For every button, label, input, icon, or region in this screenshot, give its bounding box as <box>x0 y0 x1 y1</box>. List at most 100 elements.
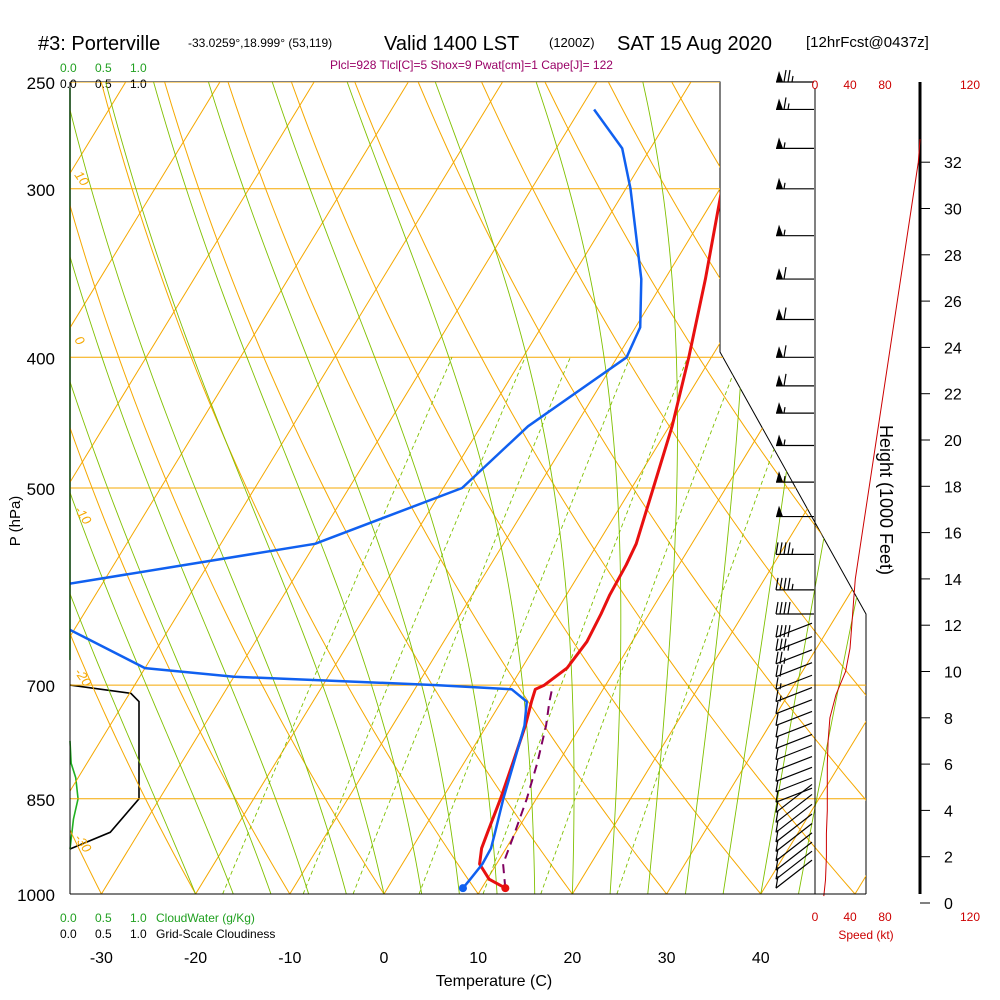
dry-adiabat-line <box>219 82 690 894</box>
wind-barb <box>775 542 814 555</box>
isotherm-line <box>477 82 866 894</box>
wind-speed-line <box>823 139 921 897</box>
wind-barb <box>776 97 814 111</box>
wind-barb-half <box>783 476 786 483</box>
wind-barb-shaft <box>775 813 813 843</box>
wind-barb-flag <box>787 542 791 555</box>
wind-barb-pennant <box>776 98 783 110</box>
wind-barb <box>775 662 813 678</box>
wind-barb <box>776 434 814 447</box>
wind-barb-flag <box>783 638 787 651</box>
wind-barb <box>775 823 813 852</box>
wind-barb-flag <box>779 664 783 677</box>
forecast-date: SAT 15 Aug 2020 <box>617 33 772 55</box>
y-tick-label: 500 <box>27 480 55 499</box>
cloudiness-scale-1-top: 1.0 <box>130 77 147 91</box>
wind-barb <box>775 756 813 772</box>
cloudiness-line <box>69 684 140 850</box>
wind-barb-half <box>787 644 790 651</box>
wind-barb-pennant <box>776 71 783 82</box>
height-speed-panel: 0040408080120120024681012141618202224262… <box>812 78 981 924</box>
wind-barb-flag <box>783 345 787 358</box>
wind-barb-shaft <box>775 699 813 715</box>
wind-barb-pennant <box>776 505 783 517</box>
moist-adiabat-label: 0 <box>716 233 737 253</box>
wind-barb-flag <box>775 800 779 813</box>
cloudiness-label: Grid-Scale Cloudiness <box>156 927 275 941</box>
dry-adiabat-label: -30 <box>72 831 96 856</box>
wind-barb-pennant <box>776 137 783 149</box>
wind-barb-pennant <box>776 346 783 358</box>
height-axis-label: Height (1000 Feet) <box>876 425 896 575</box>
x-tick-label: -30 <box>90 950 113 967</box>
mixing-ratio-line <box>482 357 689 894</box>
wind-barb <box>776 471 814 483</box>
wind-barb-pennant <box>776 177 783 189</box>
wind-barb-flag <box>775 701 779 714</box>
height-tick-label: 26 <box>944 294 962 311</box>
wind-barb-flag <box>775 577 779 590</box>
wind-barb-flag <box>783 266 787 280</box>
isotherm-line <box>760 82 866 894</box>
y-tick-label: 1000 <box>17 886 55 905</box>
isotherm-line <box>195 82 692 894</box>
wind-barb <box>775 783 813 813</box>
wind-barb <box>776 373 814 387</box>
wind-barb-flag <box>787 69 791 83</box>
wind-barb-flag <box>779 638 783 651</box>
height-tick-label: 14 <box>944 572 962 589</box>
wind-barb <box>776 137 814 149</box>
cloudwater-scale-1-top: 1.0 <box>130 61 147 75</box>
sounding-profiles <box>70 108 747 893</box>
wind-barb-flag <box>775 638 779 651</box>
dry-adiabat-line <box>70 82 213 894</box>
height-tick-label: 4 <box>944 803 953 820</box>
moist-adiabat-line <box>70 82 234 894</box>
speed-tick-top: 120 <box>960 78 980 92</box>
cloud-scale-bottom: 0.0 0.5 1.0 CloudWater (g/Kg) 0.0 0.5 1.… <box>60 911 275 941</box>
x-tick-label: -10 <box>278 950 301 967</box>
wind-barb-shaft <box>775 832 813 862</box>
cloudwater-scale-0-top: 0.0 <box>60 61 77 75</box>
wind-barb-flag <box>783 97 787 110</box>
dry-adiabat-line <box>470 82 866 894</box>
y-tick-label: 850 <box>27 791 55 810</box>
cloudwater-scale-05-top: 0.5 <box>95 61 112 75</box>
wind-barb <box>776 505 814 518</box>
speed-tick-bottom: 40 <box>843 910 857 924</box>
cloudwater-label: CloudWater (g/Kg) <box>156 911 255 925</box>
wind-barb-flag <box>775 651 779 664</box>
wind-barb-half <box>791 583 794 590</box>
wind-barb-flag <box>775 601 779 615</box>
wind-barb-flag <box>783 601 787 615</box>
wind-barb-shaft <box>775 756 813 772</box>
cloudiness-scale-05-bottom: 0.5 <box>95 927 112 941</box>
wind-barb-shaft <box>775 783 813 813</box>
x-tick-label: 40 <box>752 950 770 967</box>
moist-adiabat-line <box>271 82 498 894</box>
wind-barb-flag <box>775 820 779 833</box>
wind-barb-flag <box>775 542 779 555</box>
moist-adiabat-label: 30 <box>831 539 858 566</box>
wind-barb-shaft <box>775 687 813 703</box>
wind-barb-flag <box>783 625 787 638</box>
cloudwater-line <box>69 740 79 850</box>
wind-barb-flag <box>787 625 791 638</box>
wind-barb <box>775 787 813 803</box>
station-title: #3: Porterville <box>38 33 160 55</box>
dry-adiabat-line <box>972 58 1000 922</box>
wind-barb-shaft <box>775 787 813 803</box>
cloudiness-scale-0-bottom: 0.0 <box>60 927 77 941</box>
wind-barb-shaft <box>775 803 813 833</box>
parcel-line <box>502 684 554 889</box>
wind-barb-shaft <box>775 733 813 750</box>
speed-axis-label: Speed (kt) <box>838 928 893 942</box>
moist-adiabat-label: 20 <box>780 447 808 475</box>
wind-barb-shaft <box>775 649 813 665</box>
height-tick-label: 12 <box>944 618 962 635</box>
moist-adiabat-line <box>70 82 197 894</box>
wind-barb <box>775 803 813 833</box>
wind-barb-half <box>791 75 794 83</box>
wind-barb-flag <box>775 829 779 843</box>
speed-tick-top: 80 <box>878 78 892 92</box>
